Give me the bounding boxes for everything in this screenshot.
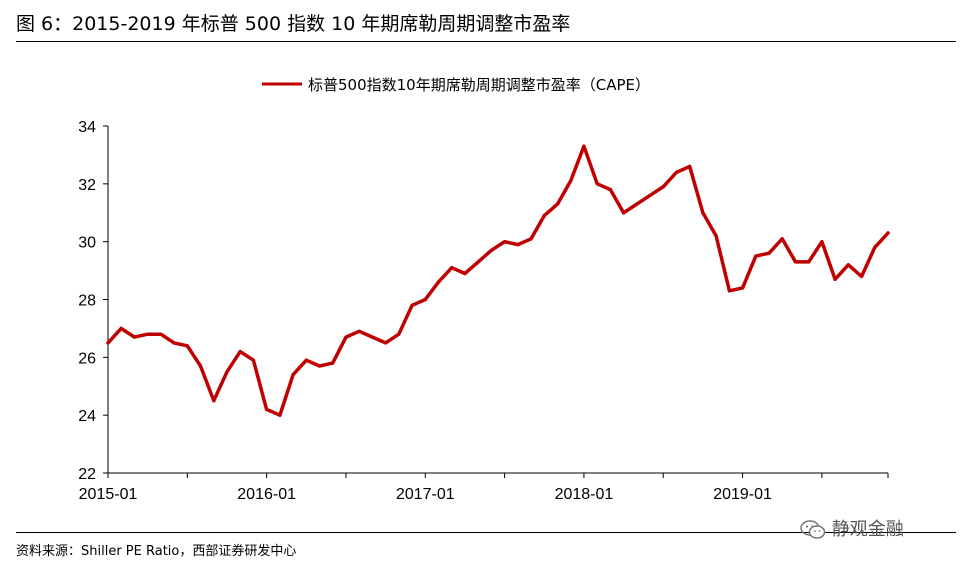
- title-rule: [16, 41, 956, 42]
- legend-label: 标普500指数10年期席勒周期调整市盈率（CAPE）: [308, 76, 650, 94]
- cape-data-point: [860, 274, 864, 278]
- cape-data-point: [661, 185, 665, 189]
- cape-data-point: [251, 358, 255, 362]
- y-tick-label: 22: [78, 466, 96, 483]
- cape-data-point: [106, 341, 110, 345]
- x-tick-label: 2015-01: [79, 486, 138, 503]
- cape-data-point: [622, 211, 626, 215]
- cape-data-point: [674, 170, 679, 174]
- cape-data-point: [212, 399, 216, 403]
- cape-data-point: [754, 254, 758, 258]
- cape-data-point: [185, 344, 189, 348]
- cape-data-point: [384, 341, 388, 345]
- cape-data-point: [516, 243, 520, 247]
- cape-data-point: [489, 248, 493, 252]
- cape-data-point: [291, 373, 295, 377]
- cape-data-point: [278, 413, 282, 417]
- cape-data-point: [463, 271, 467, 276]
- cape-data-point: [317, 364, 322, 368]
- cape-data-point: [846, 263, 850, 267]
- cape-data-point: [146, 332, 150, 336]
- cape-data-point: [172, 341, 176, 345]
- cape-data-point: [476, 260, 480, 264]
- cape-data-point: [714, 234, 718, 238]
- cape-data-point: [608, 188, 613, 192]
- cape-data-point: [793, 260, 798, 264]
- y-tick-label: 34: [78, 119, 96, 136]
- x-tick-label: 2017-01: [396, 486, 455, 503]
- cape-data-point: [198, 364, 203, 368]
- cape-data-point: [635, 202, 639, 206]
- cape-data-point: [807, 260, 811, 264]
- cape-data-point: [265, 407, 269, 411]
- cape-data-point: [304, 358, 308, 362]
- cape-data-point: [688, 164, 692, 169]
- watermark-text: 静观金融: [831, 519, 904, 540]
- cape-data-point: [595, 182, 599, 186]
- cape-data-point: [132, 335, 136, 339]
- cape-data-point: [238, 350, 242, 354]
- cape-data-point: [397, 332, 401, 336]
- figure-title: 图 6：2015-2019 年标普 500 指数 10 年期席勒周期调整市盈率: [16, 13, 571, 35]
- cape-data-point: [225, 370, 229, 374]
- cape-data-point: [767, 251, 771, 255]
- cape-data-point: [873, 245, 877, 249]
- cape-data-point: [503, 240, 507, 244]
- cape-data-point: [410, 303, 414, 307]
- cape-data-point: [331, 361, 335, 365]
- cape-data-point: [648, 193, 652, 197]
- x-tick-label: 2019-01: [713, 486, 772, 503]
- y-tick-label: 32: [78, 177, 96, 194]
- y-tick-label: 28: [78, 293, 96, 310]
- cape-data-point: [582, 144, 586, 148]
- cape-data-point: [820, 240, 824, 244]
- cape-data-point: [542, 214, 546, 218]
- cape-data-point: [344, 335, 348, 339]
- cape-data-point: [529, 237, 533, 241]
- chart-ticks: 22 24 26 28 30 32 34 2015-01 2016-01 2017-01 2018-…: [78, 119, 889, 503]
- cape-data-point: [423, 297, 427, 302]
- chart-axes: [107, 126, 888, 474]
- wechat-icon: [800, 520, 826, 539]
- x-tick-label: 2016-01: [237, 486, 296, 503]
- footer-rule: [16, 532, 956, 533]
- cape-data-point: [780, 237, 784, 241]
- cape-data-point: [833, 277, 837, 281]
- cape-data-point: [436, 280, 441, 284]
- cape-data-point: [370, 335, 374, 339]
- y-tick-label: 30: [78, 235, 96, 252]
- cape-data-point: [119, 326, 123, 330]
- x-tick-label: 2018-01: [555, 486, 614, 503]
- source-note: 资料来源：Shiller PE Ratio，西部证券研发中心: [16, 544, 297, 559]
- cape-data-point: [701, 211, 705, 215]
- cape-series-line: [106, 144, 890, 417]
- cape-data-point: [357, 329, 361, 333]
- cape-data-point: [727, 289, 732, 293]
- y-tick-label: 24: [78, 408, 96, 425]
- chart-legend: 标普500指数10年期席勒周期调整市盈率（CAPE）: [262, 76, 650, 94]
- cape-data-point: [886, 231, 890, 235]
- cape-data-point: [741, 286, 745, 290]
- cape-data-point: [555, 202, 560, 206]
- chart-series: [106, 144, 890, 417]
- y-tick-label: 26: [78, 350, 96, 367]
- cape-data-point: [450, 266, 454, 270]
- cape-data-point: [569, 179, 573, 183]
- cape-data-point: [159, 332, 163, 336]
- watermark: 静观金融: [800, 515, 904, 541]
